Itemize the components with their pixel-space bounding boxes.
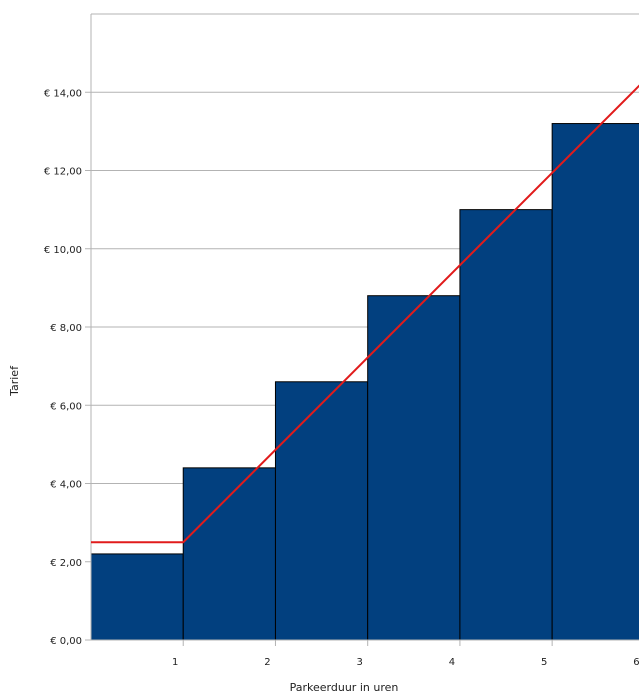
x-tick-label-0: 1 (172, 657, 178, 668)
x-tick-label-1: 2 (264, 657, 270, 668)
x-tick-label-3: 4 (449, 657, 455, 668)
y-tick-label-0: € 0,00 (50, 636, 82, 647)
bar-6 (551, 123, 639, 641)
x-tick-label-4: 5 (541, 657, 547, 668)
y-tick-label-7: € 14,00 (44, 88, 82, 99)
bars (90, 123, 639, 641)
y-axis-title: Tarief (8, 365, 21, 397)
x-axis-title: Parkeerduur in uren (290, 681, 399, 694)
y-tick-label-1: € 2,00 (50, 558, 82, 569)
bar-2 (182, 467, 276, 641)
y-tick-label-4: € 8,00 (50, 323, 82, 334)
x-tick-label-5: 6 (633, 657, 639, 668)
y-tick-label-6: € 12,00 (44, 167, 82, 178)
bar-5 (459, 209, 553, 641)
bar-3 (274, 381, 369, 641)
y-tick-label-5: € 10,00 (44, 245, 82, 256)
tariff-line (91, 84, 639, 544)
y-tick-label-2: € 4,00 (50, 480, 82, 491)
axes (85, 14, 639, 646)
x-tick-labels: 1 2 3 4 5 6 (172, 657, 639, 668)
bar-1 (90, 553, 184, 641)
tariff-line-path (91, 84, 639, 544)
y-tick-label-3: € 6,00 (50, 401, 82, 412)
y-tick-labels: € 0,00 € 2,00 € 4,00 € 6,00 € 8,00 € 10,00 € 1… (44, 88, 82, 647)
x-tick-label-2: 3 (357, 657, 363, 668)
bar-4 (367, 295, 461, 641)
